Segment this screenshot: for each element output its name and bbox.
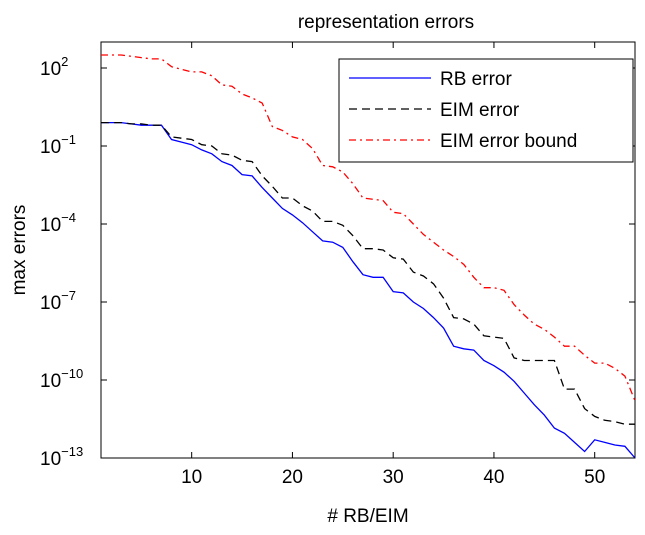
- x-axis-label: # RB/EIM: [327, 506, 408, 527]
- legend-box: [338, 58, 634, 163]
- series-line-1: [101, 121, 635, 425]
- x-tick-label: 40: [483, 467, 504, 488]
- y-tick-label: 10−10: [40, 366, 83, 392]
- x-tick-label: 20: [282, 467, 303, 488]
- legend: RB error EIM error EIM error bound: [338, 58, 634, 163]
- x-tick-label: 10: [181, 467, 202, 488]
- legend-label-0: RB error: [440, 69, 512, 90]
- x-tick-label: 30: [383, 467, 404, 488]
- chart-title: representation errors: [298, 12, 474, 33]
- y-tick-label: 10−7: [40, 288, 76, 314]
- legend-label-2: EIM error bound: [440, 131, 577, 152]
- y-tick-label: 102: [40, 54, 68, 80]
- series-layer: [101, 54, 636, 459]
- y-tick-label: 10−1: [40, 132, 76, 158]
- legend-label-1: EIM error: [440, 100, 520, 121]
- legend-entries: RB error EIM error EIM error bound: [349, 69, 577, 152]
- series-line-2: [101, 54, 636, 402]
- series-line-0: [101, 121, 636, 459]
- x-axis-ticks: 10 20 30 40 50: [181, 42, 605, 488]
- y-tick-label: 10−13: [40, 444, 83, 470]
- y-axis-ticks: 10−13 10−10 10−7 10−4 10−1 102: [40, 54, 635, 470]
- y-axis-label: max errors: [9, 205, 30, 296]
- plot-frame: [100, 41, 636, 459]
- x-tick-label: 50: [584, 467, 605, 488]
- y-tick-label: 10−4: [40, 210, 76, 236]
